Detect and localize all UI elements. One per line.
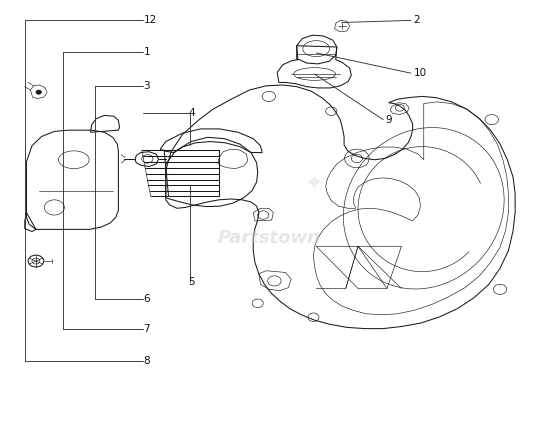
Text: 8: 8: [143, 356, 150, 366]
Text: 9: 9: [386, 115, 393, 125]
Text: 3: 3: [143, 81, 150, 91]
Text: 4: 4: [188, 108, 195, 118]
Text: 5: 5: [188, 277, 195, 287]
Text: 2: 2: [414, 15, 421, 26]
Text: Partstown: Partstown: [217, 229, 320, 247]
Text: 1: 1: [143, 47, 150, 57]
Text: 10: 10: [414, 68, 427, 78]
Circle shape: [36, 90, 41, 94]
Text: ✦: ✦: [304, 175, 323, 195]
Text: 12: 12: [143, 15, 157, 26]
Text: 6: 6: [143, 294, 150, 304]
Text: 7: 7: [143, 323, 150, 334]
